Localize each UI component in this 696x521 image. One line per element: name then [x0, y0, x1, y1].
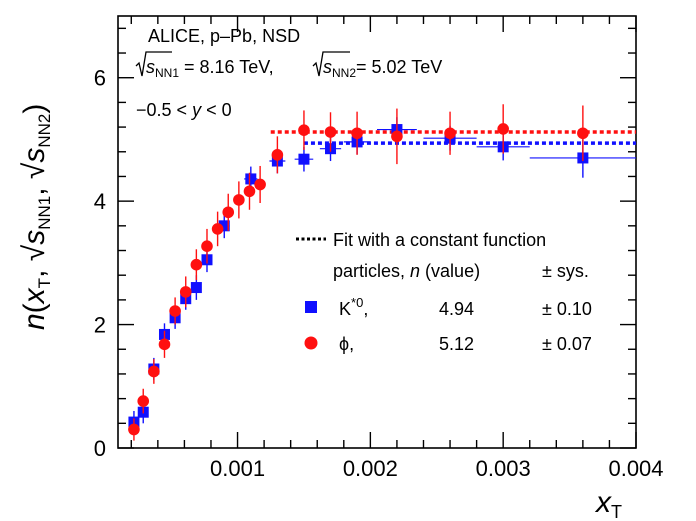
marker-circle	[351, 127, 363, 140]
phi-point	[497, 104, 509, 154]
y-tick-label: 6	[94, 66, 106, 91]
phi-point	[137, 388, 150, 414]
phi-point	[351, 111, 363, 155]
energy-label: sNN1 = 8.16 TeV, sNN2= 5.02 TeV	[135, 51, 442, 80]
marker-square	[245, 173, 257, 185]
marker-circle	[298, 124, 310, 136]
marker-circle	[391, 130, 403, 143]
legend-value-kstar: 4.94	[439, 299, 474, 319]
marker-circle	[190, 258, 203, 271]
y-tick-label: 0	[94, 436, 106, 461]
legend-name-kstar: K*0,	[339, 295, 368, 319]
x-tick-label: 0.004	[608, 456, 663, 481]
marker-circle	[444, 127, 456, 140]
x-tick-label: 0.002	[343, 456, 398, 481]
phi-point	[324, 112, 337, 152]
marker-circle	[254, 178, 266, 191]
phi-point	[222, 193, 235, 231]
marker-circle	[201, 240, 213, 252]
phi-point	[148, 359, 160, 384]
svg-text:n(xT, √sNN1, √sNN2): n(xT, √sNN1, √sNN2)	[18, 104, 54, 330]
kstar-point	[294, 146, 314, 172]
energy2-s: s	[323, 57, 332, 77]
phi-point	[190, 249, 203, 281]
marker-square	[190, 282, 202, 294]
phi-point	[271, 136, 284, 174]
phi-point	[233, 181, 245, 219]
rapidity-label: −0.5 < y < 0	[136, 100, 232, 120]
legend-value-phi: 5.12	[439, 334, 474, 354]
phi-point	[201, 228, 213, 264]
plot-frame	[117, 15, 637, 449]
x-axis-ticks: 0.001 0.002 0.003 0.004	[130, 16, 664, 481]
marker-square	[298, 153, 310, 165]
phi-point	[298, 110, 310, 150]
x-tick-label: 0.001	[210, 456, 265, 481]
marker-circle	[179, 286, 192, 298]
legend-sys-phi: ± 0.07	[542, 334, 592, 354]
energy2-sub: NN2	[332, 66, 356, 80]
phi-point	[128, 418, 140, 441]
legend-fit-label: Fit with a constant function	[333, 230, 546, 250]
legend-header: particles, n (value)	[333, 261, 480, 281]
y-tick-label: 2	[94, 313, 106, 338]
marker-circle	[137, 395, 150, 407]
svg-text:sNN2= 5.02 TeV: sNN2= 5.02 TeV	[323, 57, 442, 80]
data-markers	[128, 104, 636, 441]
phi-point	[179, 276, 192, 308]
phi-point	[254, 165, 266, 203]
system-label: ALICE, p–Pb, NSD	[148, 26, 300, 46]
marker-circle	[148, 365, 160, 378]
x-axis-title: xT	[594, 486, 622, 521]
marker-circle	[211, 223, 224, 235]
marker-circle	[169, 305, 181, 317]
y-axis-title: n(xT, √sNN1, √sNN2)	[18, 104, 54, 330]
marker-circle	[233, 194, 245, 206]
plot-axes	[117, 15, 637, 449]
marker-circle	[497, 123, 509, 135]
marker-circle	[222, 206, 235, 219]
phi-point	[211, 211, 224, 247]
marker-circle	[271, 149, 284, 161]
phi-point	[158, 330, 171, 358]
marker-circle	[324, 126, 337, 138]
phi-point	[169, 297, 181, 325]
energy1-value: = 8.16 TeV,	[179, 57, 274, 77]
marker-circle	[243, 185, 256, 198]
marker-square	[218, 220, 230, 232]
legend-header-sys: ± sys.	[542, 261, 589, 281]
marker-circle	[128, 423, 140, 436]
phi-point	[243, 172, 256, 210]
x-tick-label: 0.003	[476, 456, 531, 481]
legend-marker-kstar	[305, 301, 317, 313]
y-axis-ticks: 0 2 4 6	[94, 27, 636, 461]
legend-marker-phi	[304, 336, 318, 350]
legend-sys-kstar: ± 0.10	[542, 299, 592, 319]
phi-point	[444, 111, 456, 155]
phi-point	[391, 108, 403, 165]
legend: Fit with a constant function particles, …	[296, 230, 592, 354]
phi-point	[577, 105, 589, 162]
marker-circle	[577, 127, 589, 140]
energy1-sub: NN1	[155, 66, 179, 80]
energy1-s: s	[146, 57, 155, 77]
y-tick-label: 4	[94, 189, 106, 214]
legend-name-phi: ϕ,	[339, 334, 354, 354]
svg-text:sNN1 = 8.16 TeV,: sNN1 = 8.16 TeV,	[146, 57, 274, 80]
energy2-value: = 5.02 TeV	[356, 57, 442, 77]
marker-circle	[158, 338, 171, 351]
